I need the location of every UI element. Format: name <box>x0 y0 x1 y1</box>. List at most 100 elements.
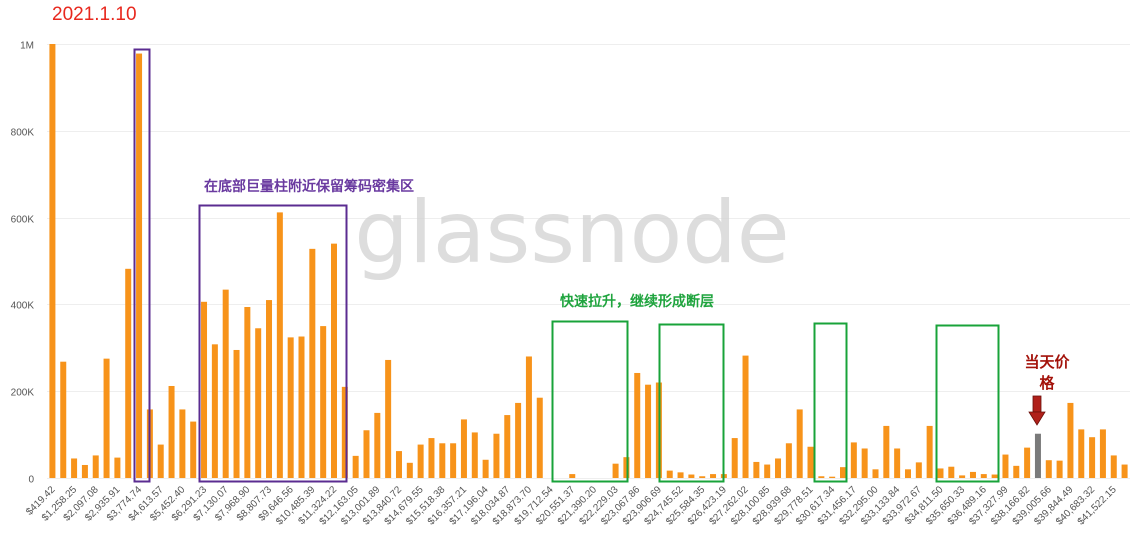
bar <box>331 243 337 478</box>
bar <box>969 471 976 478</box>
bar <box>1067 402 1074 478</box>
bar <box>276 212 283 478</box>
bar <box>894 448 901 478</box>
y-tick-label: 400K <box>11 301 35 312</box>
bar <box>341 386 348 478</box>
bar <box>525 356 532 478</box>
bar <box>114 457 121 478</box>
bar <box>493 433 500 478</box>
bar <box>1024 447 1031 478</box>
bar <box>1013 465 1020 478</box>
bar <box>536 397 543 478</box>
y-tick-label: 200K <box>11 388 35 399</box>
bar <box>352 455 359 478</box>
bar <box>883 425 890 478</box>
bar <box>190 421 197 478</box>
annotation-boxes <box>133 48 1000 483</box>
bar <box>612 463 619 478</box>
bar <box>60 361 67 478</box>
bar <box>645 384 652 478</box>
bar <box>904 469 911 478</box>
bar <box>1078 429 1085 478</box>
bar <box>634 372 641 478</box>
bar <box>482 459 489 478</box>
green-box-1 <box>551 320 629 483</box>
annotation-current-price: 当天价格 <box>1024 353 1070 392</box>
bar <box>103 358 110 478</box>
bar <box>991 474 998 478</box>
bar <box>309 248 316 478</box>
bar <box>775 458 782 478</box>
bar <box>1099 429 1106 478</box>
bar <box>211 344 218 478</box>
bar <box>92 455 99 478</box>
bar <box>201 301 208 478</box>
y-tick-label: 600K <box>11 215 35 226</box>
bar <box>244 307 251 478</box>
bar <box>428 438 435 478</box>
bar <box>471 432 478 478</box>
bar <box>764 464 771 478</box>
bar <box>818 476 825 478</box>
x-axis: $419.42$1,258.25$2,097.08$2,935.91$3,774… <box>24 484 1119 527</box>
bar <box>677 472 684 478</box>
bar <box>136 53 143 479</box>
annotation-fast-rise: 快速拉升，继续形成断层 <box>560 294 714 310</box>
date-label: 2021.1.10 <box>52 4 137 25</box>
bar <box>298 336 305 478</box>
bar <box>179 409 186 478</box>
bar <box>785 443 792 478</box>
bar <box>157 444 164 478</box>
bar <box>753 461 760 478</box>
purple-box-bottom-cluster <box>198 204 348 483</box>
bars <box>49 44 1128 479</box>
bar <box>710 474 717 478</box>
y-axis: 0 200K 400K 600K 800K 1M <box>11 41 35 486</box>
bar <box>439 443 446 478</box>
annotation-bottom-cluster: 在底部巨量柱附近保留筹码密集区 <box>204 179 414 195</box>
bar <box>807 446 814 478</box>
bar <box>81 464 88 478</box>
bar <box>417 444 424 478</box>
bar <box>1110 455 1117 478</box>
bar <box>926 425 933 478</box>
bar <box>515 402 522 478</box>
bar <box>980 474 987 478</box>
bar <box>915 462 922 478</box>
bar <box>796 409 803 478</box>
bar <box>363 430 370 478</box>
bar <box>569 474 576 478</box>
bar <box>688 474 695 478</box>
bar <box>959 475 966 478</box>
bar <box>504 415 511 478</box>
bar <box>406 462 413 478</box>
current-price-arrow-icon <box>1028 395 1046 426</box>
y-tick-label: 0 <box>28 475 34 486</box>
bar <box>49 44 56 478</box>
bar <box>840 467 846 478</box>
bar <box>1089 437 1096 478</box>
bar <box>861 448 868 478</box>
bar <box>125 268 132 478</box>
bar <box>450 443 457 478</box>
bar <box>266 300 273 478</box>
bar <box>1045 460 1052 478</box>
bar <box>948 466 955 478</box>
bar <box>742 355 749 478</box>
bar-current-price <box>1034 433 1041 478</box>
bar <box>222 289 229 478</box>
watermark: glassnode <box>354 183 789 283</box>
bar <box>1002 454 1009 478</box>
bar <box>699 476 706 478</box>
bar <box>850 442 857 478</box>
bar <box>623 457 630 478</box>
green-box-2 <box>658 323 725 483</box>
bar <box>71 458 78 478</box>
bar <box>460 419 467 478</box>
bar <box>666 470 673 478</box>
y-tick-label: 1M <box>20 41 34 52</box>
y-tick-label: 800K <box>11 128 35 139</box>
bar <box>255 328 262 478</box>
bar <box>168 385 175 478</box>
